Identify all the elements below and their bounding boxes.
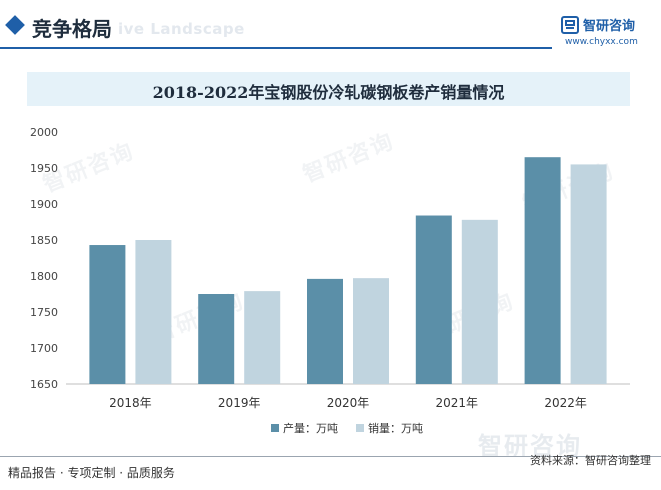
chart-title-band: 2018-2022年宝钢股份冷轧碳钢板卷产销量情况 bbox=[27, 72, 630, 106]
bar-sales bbox=[461, 219, 498, 384]
bar-production bbox=[415, 215, 452, 384]
legend-swatch bbox=[271, 424, 279, 432]
y-tick-label: 1650 bbox=[30, 378, 58, 391]
x-tick-label: 2018年 bbox=[109, 396, 152, 410]
bar-production bbox=[198, 294, 235, 384]
bar-sales bbox=[244, 291, 281, 384]
brand-url: www.chyxx.com bbox=[565, 37, 638, 47]
x-tick-label: 2020年 bbox=[327, 396, 370, 410]
header: ive Landscape 竞争格局 bbox=[0, 0, 661, 52]
bar-sales bbox=[353, 278, 389, 384]
y-tick-label: 1750 bbox=[30, 306, 58, 319]
y-tick-label: 1950 bbox=[30, 162, 58, 175]
header-ghost-text: ive Landscape bbox=[118, 20, 245, 38]
chyxx-logo-icon bbox=[561, 16, 579, 34]
watermark-logo: 智研咨询 bbox=[478, 432, 582, 460]
header-diamond-icon bbox=[5, 15, 25, 35]
y-tick-label: 2000 bbox=[30, 126, 58, 139]
data-source: 资料来源：智研咨询整理 bbox=[530, 454, 651, 467]
bar-production bbox=[89, 245, 126, 384]
bar-sales bbox=[570, 164, 607, 384]
x-tick-label: 2021年 bbox=[436, 396, 479, 410]
y-tick-label: 1800 bbox=[30, 270, 58, 283]
legend-swatch bbox=[356, 424, 364, 432]
y-tick-label: 1900 bbox=[30, 198, 58, 211]
bar-sales bbox=[135, 240, 172, 384]
chart-title: 2018-2022年宝钢股份冷轧碳钢板卷产销量情况 bbox=[152, 83, 505, 102]
bar-production bbox=[524, 157, 561, 384]
legend-label: 产量：万吨 bbox=[283, 421, 338, 435]
section-title: 竞争格局 bbox=[32, 17, 112, 41]
legend-label: 销量：万吨 bbox=[368, 421, 423, 435]
y-tick-label: 1700 bbox=[30, 342, 58, 355]
brand-logo: 智研咨询 www.chyxx.com bbox=[561, 14, 657, 50]
bar-production bbox=[307, 278, 343, 384]
header-divider bbox=[0, 47, 552, 49]
brand-name: 智研咨询 bbox=[583, 19, 636, 34]
y-tick-label: 1850 bbox=[30, 234, 58, 247]
x-tick-label: 2019年 bbox=[218, 396, 261, 410]
footer-divider bbox=[0, 456, 661, 457]
footer-slogan: 精品报告 · 专项定制 · 品质服务 bbox=[8, 466, 175, 480]
x-tick-label: 2022年 bbox=[544, 396, 587, 410]
bar-chart: 1650 1700 1750 1800 1850 1900 1950 2000 2018年 201… bbox=[30, 126, 630, 435]
